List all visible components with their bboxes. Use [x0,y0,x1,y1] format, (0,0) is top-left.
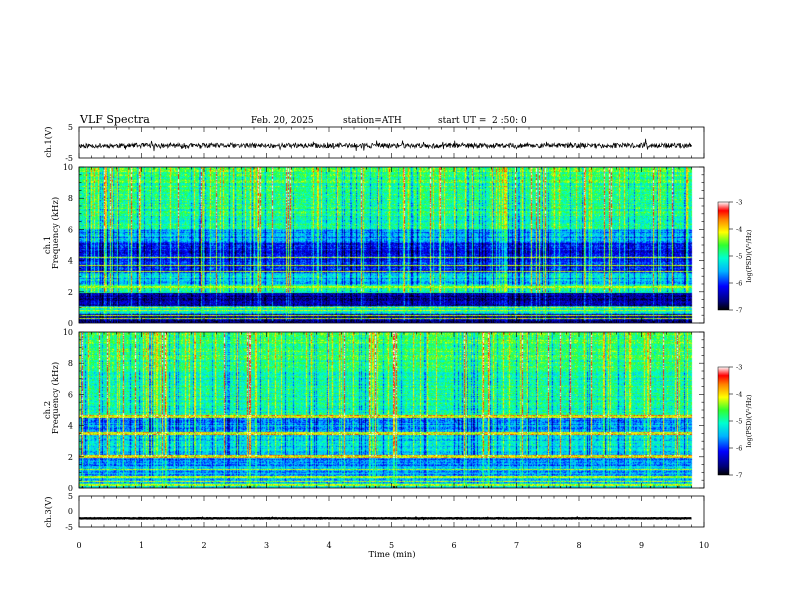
time-tick-label: 7 [514,541,519,550]
ch1-xticks [78,127,705,158]
freq-tick-label: 0 [68,484,73,493]
colorbar-tick-label: -6 [736,280,742,288]
time-tick-label: 5 [389,541,394,550]
time-axis-labels: 0 1 2 3 4 5 6 7 8 9 10 [76,541,709,550]
freq-tick-label: 0 [68,319,73,328]
time-tick-label: 10 [699,541,709,550]
time-tick-label: 1 [139,541,144,550]
ch1-spec-channel-label: ch.1 [43,236,53,254]
colorbar-tick-label: -5 [736,418,742,426]
start-label: start UT = [438,116,486,126]
time-tick-label: 6 [451,541,456,550]
date-label: Feb. 20, 2025 [251,116,314,126]
ch2-colorbar-ticks: -3 -4 -5 -6 -7 [729,364,742,480]
time-tick-label: 2 [201,541,206,550]
colorbar-tick-label: -4 [736,391,742,399]
freq-tick-label: 4 [68,422,73,431]
start-time: 2 :50: 0 [492,116,527,126]
freq-tick-label: 8 [68,194,73,203]
time-tick-label: 4 [326,541,331,550]
colorbar-tick-label: -5 [736,253,742,261]
ch1-ytick-top: 5 [68,123,73,132]
colorbar-tick-label: -7 [736,472,742,480]
time-tick-label: 8 [576,541,581,550]
colorbar-tick-label: -7 [736,307,742,315]
ch2-colorbar-label: log(PSD)(V²/Hz) [745,394,753,447]
ch3-panel: 5 0 -5 ch.3(V) 0 1 2 3 4 5 6 7 8 9 10 Time (min) [43,492,709,560]
ch3-trace [78,516,692,521]
freq-tick-label: 4 [68,257,73,266]
freq-tick-label: 10 [63,163,73,172]
ch1-spectrogram-image [79,167,704,323]
ch3-ylabel: ch.3(V) [43,496,54,527]
ch2-spec-channel-label: ch.2 [43,401,53,419]
freq-tick-label: 6 [68,390,73,399]
time-tick-label: 0 [76,541,81,550]
ch2-spec-xticks [78,332,705,488]
station-label: station=ATH [343,116,402,126]
freq-tick-label: 2 [68,453,73,462]
ch1-colorbar [717,201,730,311]
time-tick-label: 9 [639,541,644,550]
ch1-spec-xticks [78,167,705,323]
colorbar-tick-label: -6 [736,445,742,453]
ch1-colorbar-label: log(PSD)(V²/Hz) [745,229,753,282]
ch3-ytick-mid: 0 [68,507,73,516]
ch1-colorbar-ticks: -3 -4 -5 -6 -7 [729,199,742,315]
ch1-panel: 5 -5 ch.1(V) [43,123,705,163]
time-axis-title: Time (min) [368,549,415,560]
ch1-spec-yticks: 0 2 4 6 8 10 [63,163,704,328]
time-tick-label: 3 [264,541,269,550]
freq-tick-label: 10 [63,328,73,337]
colorbar-tick-label: -3 [736,199,742,207]
freq-tick-label: 8 [68,359,73,368]
ch1-ylabel: ch.1(V) [43,126,54,157]
ch1-spec-ylabel: Frequency (kHz) [50,197,61,269]
ch3-ytick-top: 5 [68,492,73,501]
ch1-ytick-bottom: -5 [65,154,73,163]
freq-tick-label: 2 [68,288,73,297]
ch2-spectrogram-image [79,332,704,488]
freq-tick-label: 6 [68,225,73,234]
ch3-ytick-bottom: -5 [65,523,73,532]
ch3-xticks [78,496,705,527]
colorbar-tick-label: -4 [736,226,742,234]
ch2-spec-yticks: 0 2 4 6 8 10 [63,328,704,493]
ch2-colorbar [717,366,730,476]
figure-title: VLF Spectra [79,113,150,126]
colorbar-tick-label: -3 [736,364,742,372]
ch2-spec-ylabel: Frequency (kHz) [50,362,61,434]
ch1-trace [78,138,692,152]
